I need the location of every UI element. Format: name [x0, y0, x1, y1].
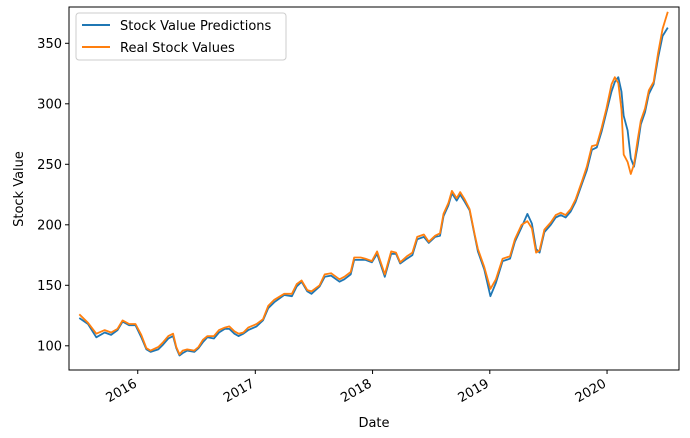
y-axis: 100 150 200 250 300 350 [37, 37, 69, 354]
x-tick-label: 2017 [221, 376, 257, 406]
y-tick-label: 100 [37, 339, 62, 354]
legend-label-predictions: Stock Value Predictions [120, 19, 272, 34]
legend: Stock Value Predictions Real Stock Value… [75, 12, 287, 61]
legend-label-real: Real Stock Values [120, 41, 235, 56]
series-line-1 [78, 11, 669, 356]
series-layer [78, 11, 669, 357]
y-axis-label: Stock Value [12, 151, 27, 227]
y-tick-label: 300 [37, 97, 62, 112]
y-tick-label: 250 [37, 158, 62, 173]
y-tick-label: 200 [37, 218, 62, 233]
x-tick-label: 2016 [104, 376, 140, 406]
y-tick-label: 150 [37, 279, 62, 294]
series-line-0 [78, 27, 669, 357]
x-tick-label: 2019 [456, 376, 492, 406]
y-tick-label: 350 [37, 37, 62, 52]
legend-box [75, 12, 287, 61]
plot-frame [68, 6, 680, 371]
x-tick-label: 2018 [338, 376, 374, 406]
x-tick-label: 2020 [573, 376, 609, 406]
x-axis: 2016 2017 2018 2019 2020 [104, 370, 609, 406]
x-axis-label: Date [358, 416, 389, 431]
